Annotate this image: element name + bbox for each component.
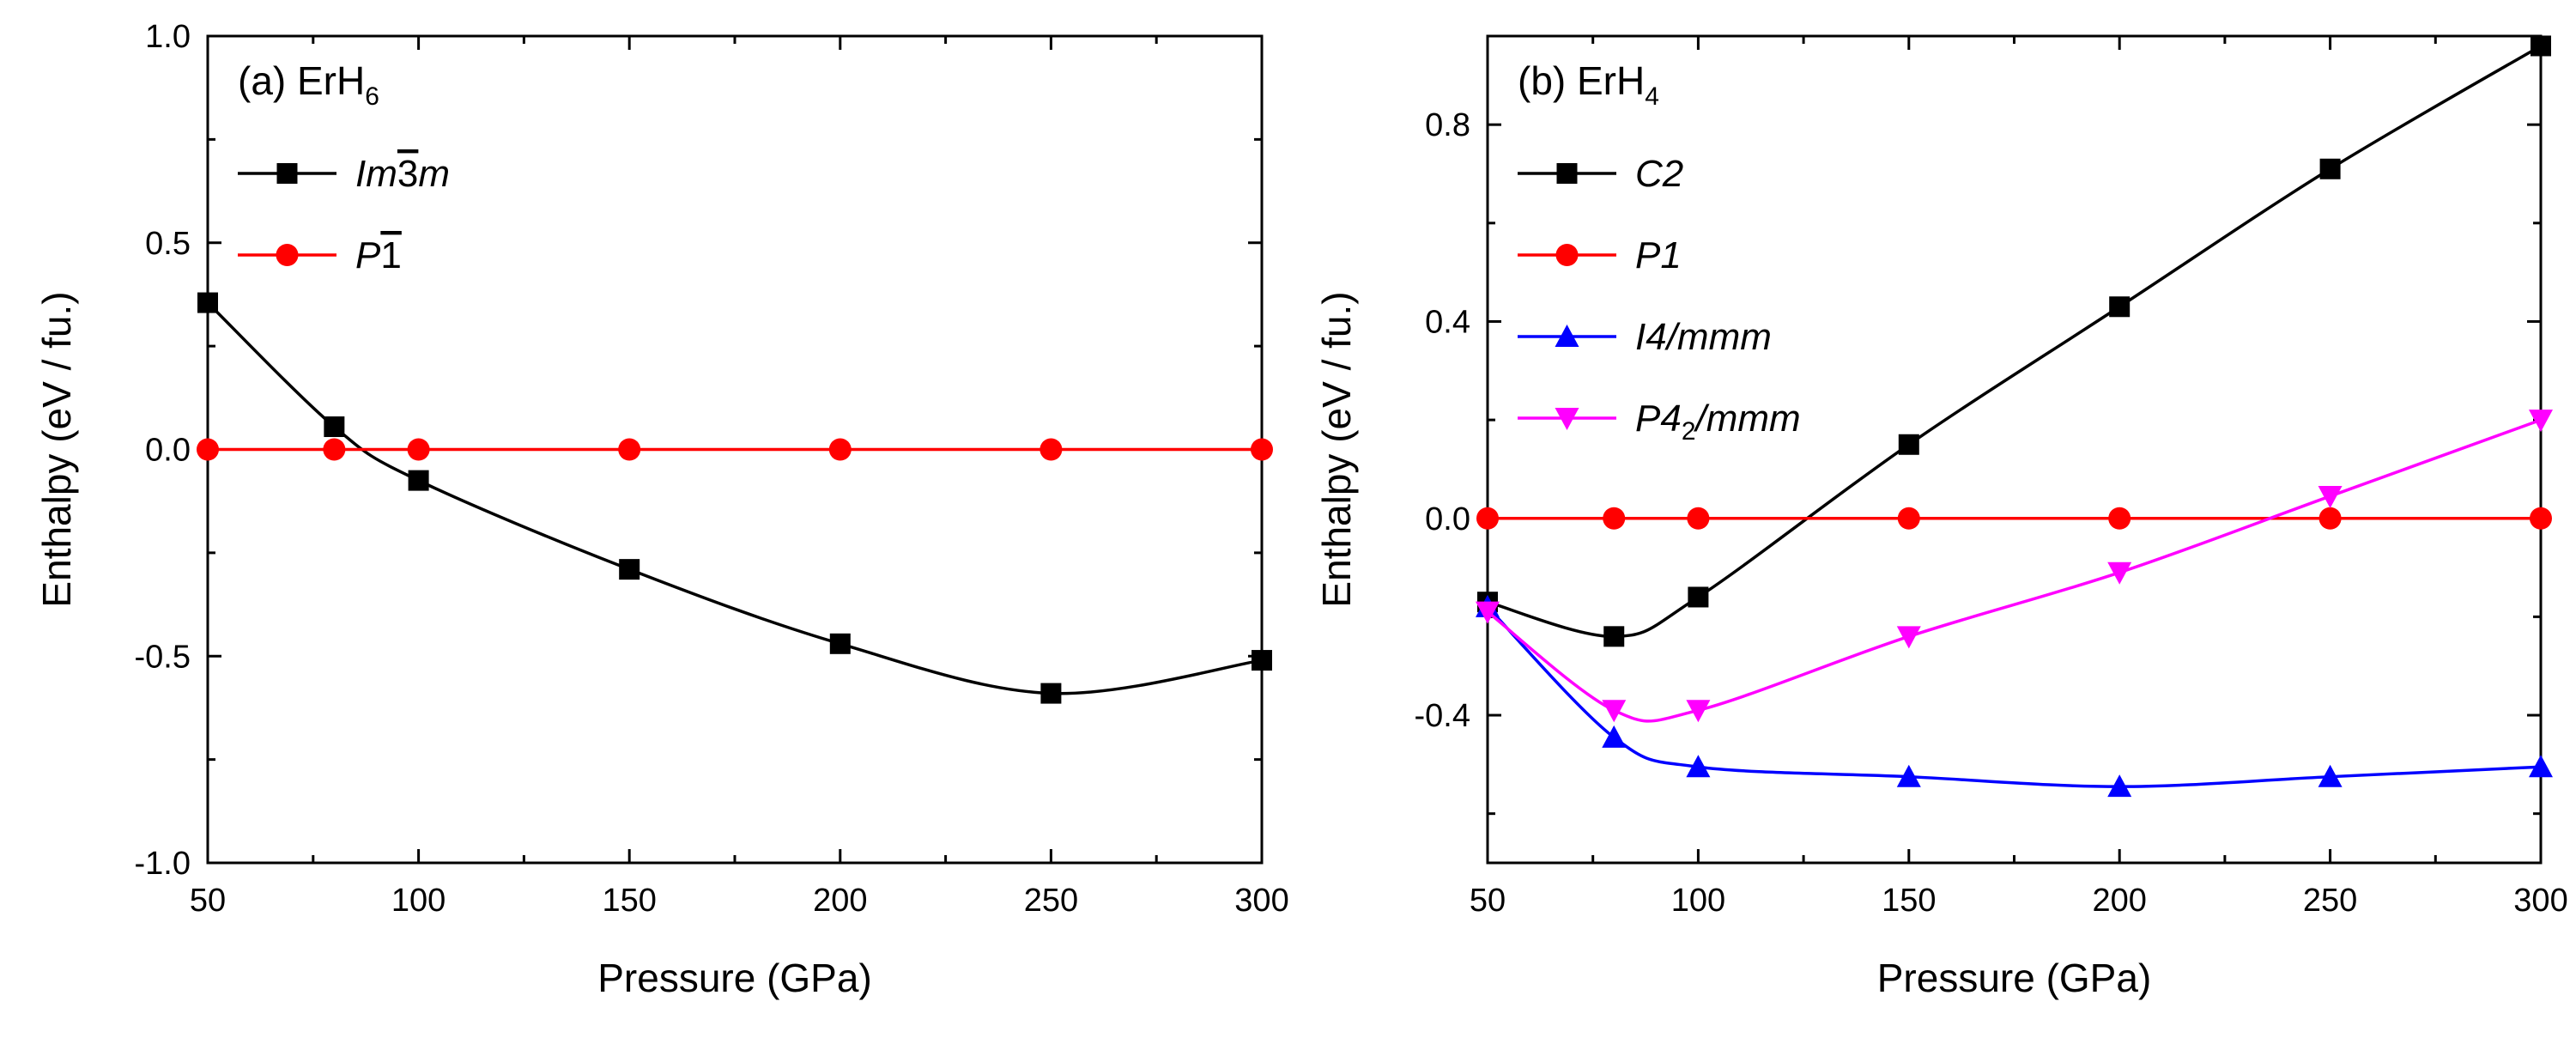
legend: C2 P1 I4/mmm P42/mmm <box>1518 153 1801 446</box>
y-tick-label: 1.0 <box>145 19 191 55</box>
data-point <box>828 438 852 461</box>
data-point <box>323 438 346 461</box>
data-point <box>1476 601 1500 624</box>
data-point <box>2108 507 2131 530</box>
x-tick-label: 200 <box>2092 883 2146 919</box>
x-tick-label: 50 <box>190 883 226 919</box>
y-tick-label: 0.0 <box>1425 501 1470 537</box>
x-tick-label: 50 <box>1470 883 1506 919</box>
y-tick-label: 0.8 <box>1425 107 1470 143</box>
legend-marker <box>1556 163 1578 184</box>
data-point <box>2318 764 2343 787</box>
data-point <box>324 416 345 438</box>
data-point <box>829 633 851 654</box>
legend-marker <box>276 244 299 266</box>
x-axis-title: Pressure (GPa) <box>1877 956 2152 1000</box>
data-point <box>2107 774 2132 798</box>
data-point <box>1896 626 1921 649</box>
panel-a: 50 100 150 200 250 300 -1.0 -0.5 0.0 0.5 1.0 Pressu… <box>34 19 1289 1000</box>
data-point <box>2318 507 2342 530</box>
data-point <box>408 470 429 491</box>
series-P1 <box>1476 507 2552 530</box>
legend-marker <box>1555 244 1579 266</box>
x-tick-label: 250 <box>1024 883 1078 919</box>
series-P1 <box>197 438 1273 461</box>
data-point <box>2318 485 2343 508</box>
y-tick-label: 0.5 <box>145 226 191 262</box>
legend-marker <box>1555 408 1579 430</box>
data-point <box>1602 700 1627 723</box>
data-point <box>2107 561 2132 585</box>
y-tick-label: 0.4 <box>1425 304 1470 340</box>
series-line <box>206 301 1263 695</box>
legend-marker <box>1555 325 1579 347</box>
legend-label: I4/mmm <box>1635 316 1772 358</box>
panel-label: (b) ErH4 <box>1518 58 1659 111</box>
data-point <box>1898 434 1919 455</box>
panel-label: (a) ErH6 <box>238 58 379 111</box>
legend: Im3m P1 <box>238 153 450 276</box>
series-Im3m <box>197 292 1272 704</box>
legend-label: P1 <box>355 234 402 276</box>
data-point <box>1039 438 1063 461</box>
data-point <box>2529 410 2553 433</box>
data-point <box>1687 507 1710 530</box>
series-P42/mmm <box>1476 410 2553 723</box>
data-point <box>2530 507 2552 530</box>
data-point <box>1040 683 1062 704</box>
data-point <box>2109 296 2131 318</box>
data-point <box>1602 725 1627 748</box>
x-tick-label: 150 <box>1882 883 1936 919</box>
legend-label: Im3m <box>355 153 450 195</box>
x-tick-label: 200 <box>813 883 867 919</box>
data-point <box>2529 755 2553 778</box>
data-point <box>1896 764 1921 787</box>
y-axis-title: Enthalpy (eV / fu.) <box>34 291 79 607</box>
y-tick-label: -1.0 <box>135 846 191 882</box>
data-point <box>2531 35 2551 57</box>
legend-label: P1 <box>1635 234 1682 276</box>
data-point <box>1897 507 1920 530</box>
y-tick-label: 0.0 <box>145 433 191 469</box>
data-point <box>619 559 640 580</box>
legend-label: P42/mmm <box>1635 398 1801 446</box>
legend-label: C2 <box>1635 153 1683 195</box>
data-point <box>1603 507 1626 530</box>
x-tick-label: 150 <box>602 883 656 919</box>
x-tick-label: 100 <box>391 883 445 919</box>
y-axis-title: Enthalpy (eV / fu.) <box>1314 291 1359 607</box>
series-I4/mmm <box>1476 594 2553 798</box>
x-axis-title: Pressure (GPa) <box>597 956 872 1000</box>
data-point <box>1603 626 1625 647</box>
y-tick-label: -0.4 <box>1415 698 1470 734</box>
data-point <box>1476 507 1499 530</box>
data-point <box>1688 586 1709 608</box>
data-point <box>407 438 430 461</box>
series-line <box>1486 605 2542 788</box>
y-tick-label: -0.5 <box>135 639 191 675</box>
x-tick-label: 300 <box>1234 883 1288 919</box>
series-line <box>1486 418 2542 723</box>
data-point <box>618 438 641 461</box>
data-point <box>1686 700 1711 723</box>
x-tick-label: 100 <box>1671 883 1725 919</box>
panel-b: 50 100 150 200 250 300 -0.4 0.0 0.4 0.8 Pressure (… <box>1314 34 2568 1000</box>
legend-marker <box>276 163 298 184</box>
data-point <box>197 438 219 461</box>
data-point <box>1686 755 1711 778</box>
x-tick-label: 300 <box>2513 883 2567 919</box>
x-tick-label: 250 <box>2303 883 2357 919</box>
data-point <box>1251 438 1273 461</box>
data-point <box>197 292 218 313</box>
data-point <box>1252 650 1272 671</box>
data-point <box>2319 158 2341 179</box>
